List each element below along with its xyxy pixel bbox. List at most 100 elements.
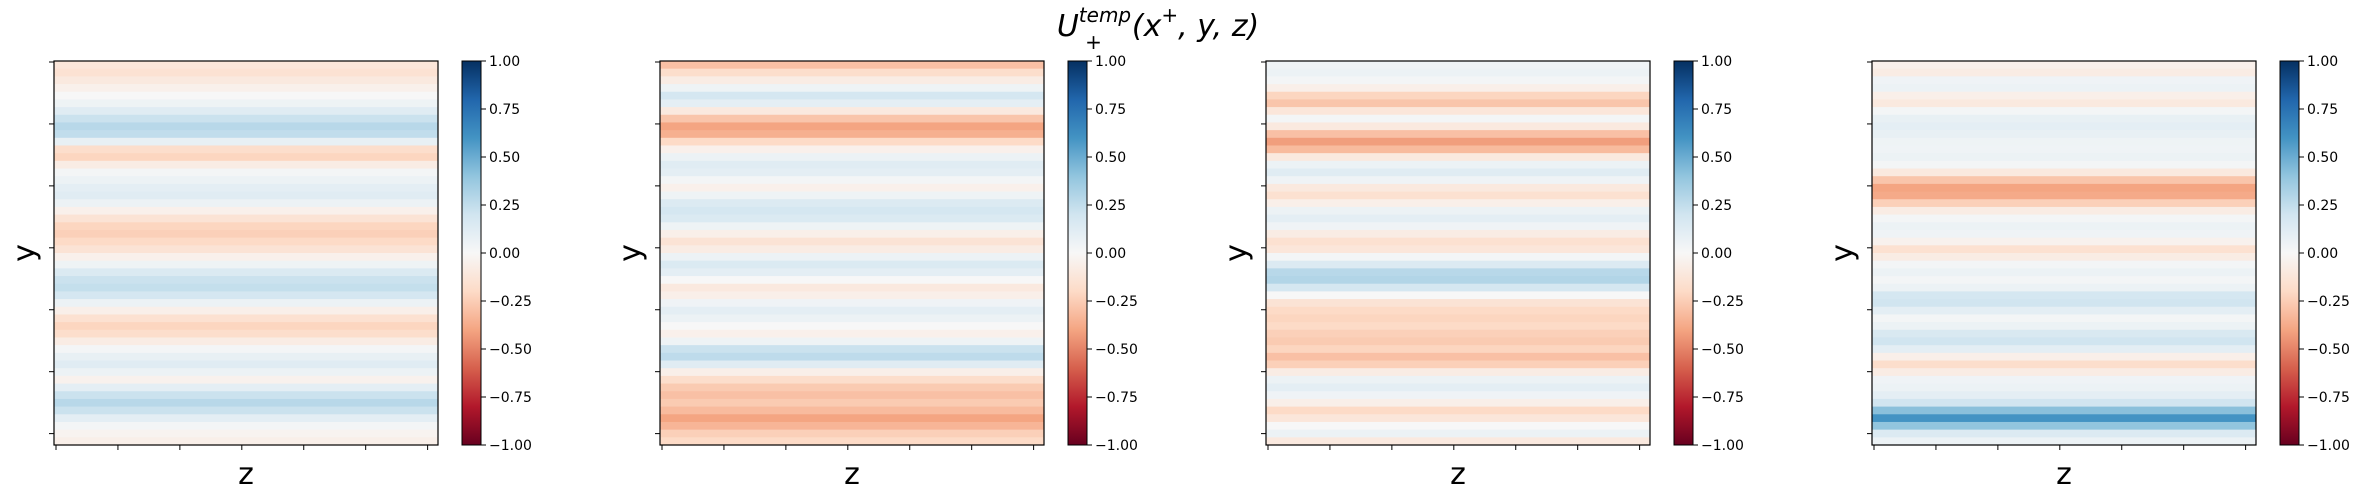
colorbar-tick-label: 0.50: [2307, 150, 2338, 166]
heatmap-row: [1266, 337, 1650, 346]
colorbar-tick-label: −0.25: [1095, 294, 1138, 310]
heatmap-row: [660, 291, 1044, 300]
heatmap-row: [54, 352, 438, 362]
colorbar-tick-label: −0.75: [1095, 390, 1138, 406]
heatmap-row: [54, 299, 438, 308]
subplot-1: z y 1.00 0.75 0.50 0.25 0.00 −0.25 −0.50 −0.75 −1.…: [7, 54, 532, 492]
heatmap-row: [54, 345, 438, 354]
heatmap-row: [1872, 130, 2256, 139]
heatmap-row: [54, 114, 438, 124]
heatmap-row: [1266, 122, 1650, 131]
heatmap-row: [660, 222, 1044, 231]
heatmap-row: [54, 314, 438, 323]
axes-frame: [1265, 60, 1651, 446]
heatmap-row: [1266, 406, 1650, 415]
heatmap-row: [1266, 84, 1650, 93]
heatmap-row: [1872, 214, 2256, 223]
heatmap-row: [54, 91, 438, 100]
colorbar-tick-label: −1.00: [2307, 438, 2350, 454]
colorbar: 1.00 0.75 0.50 0.25 0.00 −0.25 −0.50 −0.75 −1.00: [2279, 54, 2350, 454]
colorbar-tick-label: −0.50: [1095, 342, 1138, 358]
heatmap-row: [1872, 183, 2256, 193]
heatmap-row: [660, 306, 1044, 316]
colorbar-tick-label: 0.00: [1095, 246, 1126, 262]
y-axis-label: y: [7, 244, 42, 262]
y-axis-label: y: [1825, 244, 1860, 262]
heatmap-row: [660, 268, 1044, 277]
heatmap-row: [1872, 437, 2256, 446]
heatmap-row: [1266, 383, 1650, 392]
heatmap-row: [660, 153, 1044, 162]
heatmap-row: [54, 360, 438, 369]
heatmap-row: [660, 130, 1044, 139]
heatmap-row: [660, 276, 1044, 285]
heatmap-row: [1266, 329, 1650, 339]
heatmap-row: [1872, 360, 2256, 369]
heatmap-row: [1266, 206, 1650, 216]
heatmap-row: [1872, 107, 2256, 116]
heatmap-row: [1872, 76, 2256, 85]
heatmap-row: [1872, 421, 2256, 431]
heatmap-row: [1266, 375, 1650, 385]
heatmap-row: [660, 137, 1044, 147]
heatmap-row: [1872, 206, 2256, 216]
subplot-4: z y 1.00 0.75 0.50 0.25 0.00 −0.25 −0.50 −0.75 −1.…: [1825, 54, 2350, 492]
heatmap-row: [54, 391, 438, 400]
heatmap-row: [1266, 130, 1650, 139]
colorbar-gradient: [1673, 60, 1694, 446]
heatmap-row: [1872, 406, 2256, 415]
colorbar-tick-label: 0.75: [489, 102, 520, 118]
heatmap-row: [1872, 160, 2256, 170]
heatmap-row: [54, 176, 438, 185]
heatmap-row: [1872, 337, 2256, 346]
heatmap-row: [1266, 414, 1650, 423]
heatmap-row: [660, 345, 1044, 354]
title-superscript: temp: [1079, 3, 1131, 27]
heatmap-row: [54, 437, 438, 446]
heatmap-row: [1872, 268, 2256, 277]
heatmap-row: [1872, 199, 2256, 208]
colorbar-tick-label: −0.25: [2307, 294, 2350, 310]
colorbar-tick-label: −1.00: [1095, 438, 1138, 454]
heatmap-row: [1266, 183, 1650, 193]
heatmap-row: [54, 183, 438, 193]
heatmap-row: [1266, 61, 1650, 70]
heatmap-row: [1266, 368, 1650, 377]
heatmap-row: [1872, 91, 2256, 100]
heatmap-row: [660, 122, 1044, 131]
heatmap-row: [54, 122, 438, 131]
heatmap-row: [1872, 291, 2256, 300]
subplot-grid: z y 1.00 0.75 0.50 0.25 0.00 −0.25 −0.50 −0.75 −1.…: [7, 54, 2350, 492]
heatmap-row: [660, 337, 1044, 346]
heatmap-row: [54, 414, 438, 423]
heatmap-row: [1266, 352, 1650, 362]
heatmap-row: [660, 99, 1044, 108]
colorbar: 1.00 0.75 0.50 0.25 0.00 −0.25 −0.50 −0.75 −1.00: [461, 54, 532, 454]
heatmap-row: [660, 145, 1044, 154]
heatmap-row: [54, 229, 438, 239]
heatmap-row: [54, 137, 438, 147]
colorbar-gradient: [1067, 60, 1088, 446]
heatmap-row: [1266, 214, 1650, 223]
heatmap-row: [54, 206, 438, 216]
heatmap-row: [54, 160, 438, 170]
heatmap-row: [1872, 260, 2256, 269]
colorbar-tick-label: 0.25: [1701, 198, 1732, 214]
heatmap-row: [1872, 114, 2256, 124]
heatmap: [1872, 61, 2256, 446]
heatmap-row: [1872, 299, 2256, 308]
heatmap-row: [1872, 352, 2256, 362]
heatmap-row: [1266, 76, 1650, 85]
heatmap-row: [660, 322, 1044, 331]
heatmap: [1266, 61, 1650, 446]
title-main: U: [1057, 9, 1079, 44]
heatmap-row: [54, 107, 438, 116]
heatmap-row: [660, 76, 1044, 85]
heatmap-row: [1872, 99, 2256, 108]
heatmap-row: [660, 237, 1044, 246]
x-axis-label: z: [2056, 457, 2072, 492]
heatmap-row: [1266, 229, 1650, 239]
heatmap-row: [1266, 99, 1650, 108]
heatmap-row: [1872, 191, 2256, 200]
colorbar-tick-label: 0.75: [2307, 102, 2338, 118]
